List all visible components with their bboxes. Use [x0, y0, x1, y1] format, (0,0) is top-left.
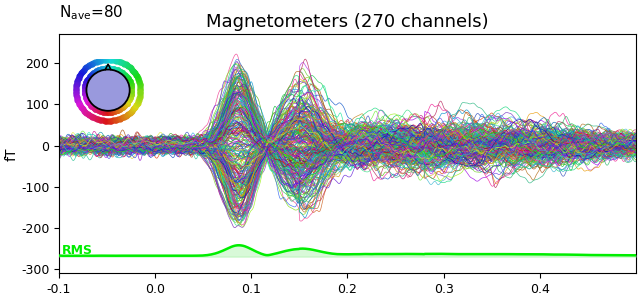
Y-axis label: fT: fT — [4, 147, 18, 160]
Title: Magnetometers (270 channels): Magnetometers (270 channels) — [206, 14, 489, 32]
Text: $\mathregular{N_{ave}}$=80: $\mathregular{N_{ave}}$=80 — [59, 4, 124, 22]
Text: RMS: RMS — [62, 244, 93, 257]
